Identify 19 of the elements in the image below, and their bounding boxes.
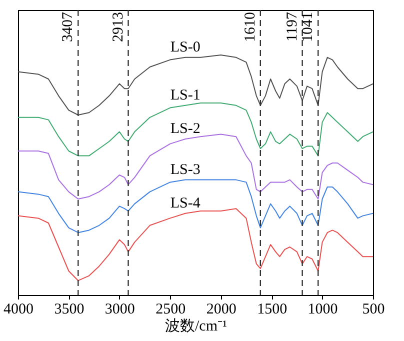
x-tick-label: 1500 [257,302,288,318]
ref-line-label: 2913 [110,12,126,42]
ref-line-label: 1041 [300,12,316,42]
series-label: LS-1 [170,87,200,104]
ref-line-label: 1610 [242,12,258,42]
ref-line-label: 3407 [60,12,76,42]
x-tick-label: 500 [362,302,385,318]
x-tick-label: 1000 [308,302,338,318]
x-tick-label: 2000 [206,302,236,318]
x-axis-title: 波数/cm⁻¹ [165,318,227,334]
series-label: LS-0 [170,39,200,56]
series-label: LS-3 [170,162,200,178]
ref-line-label: 1197 [284,12,300,42]
x-tick-label: 4000 [4,302,34,318]
x-tick-label: 3000 [104,302,135,318]
x-tick-label: 2500 [156,302,186,318]
x-tick-label: 3500 [54,302,84,318]
series-label: LS-2 [170,121,200,137]
series-label: LS-4 [170,195,201,212]
